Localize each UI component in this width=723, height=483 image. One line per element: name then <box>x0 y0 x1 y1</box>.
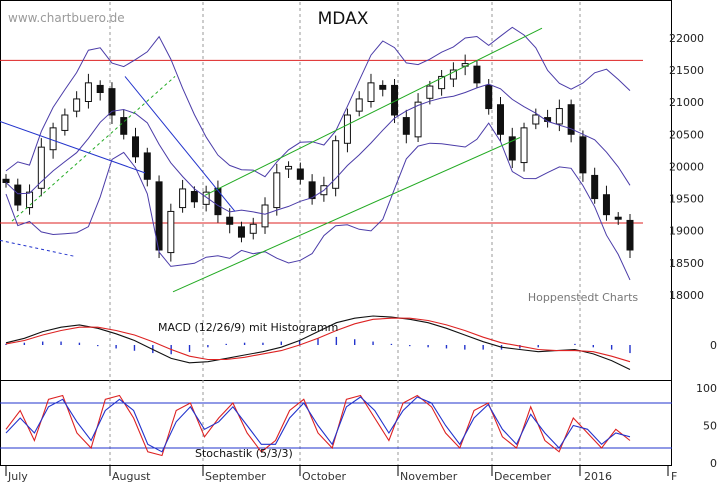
candle-body <box>496 104 504 135</box>
chart-frame <box>0 0 672 466</box>
x-axis-label: September <box>205 470 266 483</box>
y-axis-labels: 18000 18500 19000 19500 20000 20500 21000 21500… <box>669 32 717 470</box>
candle-body <box>132 136 140 158</box>
candle-body <box>285 165 293 170</box>
candle-body <box>449 69 457 80</box>
macd-tick-label: 0 <box>710 339 717 352</box>
price-tick-label: 18000 <box>669 289 704 302</box>
candle-body <box>555 108 563 125</box>
price-tick-label: 20000 <box>669 160 704 173</box>
trend-dashed-blue <box>0 239 76 257</box>
candle-body <box>520 127 528 164</box>
candle-body <box>308 181 316 200</box>
candle-body <box>237 226 245 238</box>
candle-body <box>249 223 257 234</box>
x-axis-label: F <box>671 470 677 483</box>
x-axis-label: October <box>302 470 346 483</box>
stochastic-line-pct-d <box>5 396 631 453</box>
bollinger-lower <box>5 122 631 281</box>
candle-body <box>602 194 610 216</box>
bollinger-upper <box>5 26 631 178</box>
stochastic-tick-label: 0 <box>710 457 717 470</box>
candle-body <box>214 187 222 216</box>
candle-body <box>96 84 104 94</box>
candle-body <box>190 191 198 203</box>
candle-body <box>379 84 387 90</box>
candle-body <box>567 104 575 135</box>
candle-body <box>261 204 269 228</box>
candle-body <box>226 216 234 225</box>
chart-title: MDAX <box>318 9 369 29</box>
candle-body <box>179 188 187 209</box>
candle-body <box>49 127 57 151</box>
candle-body <box>61 114 69 131</box>
x-axis-label: 2016 <box>584 470 612 483</box>
macd-label: MACD (12/26/9) mit Histogramm <box>158 321 338 334</box>
stochastic-tick-label: 100 <box>696 382 717 395</box>
candle-body <box>202 191 210 205</box>
candle-body <box>485 84 493 110</box>
x-axis-label: July <box>7 470 28 483</box>
price-tick-label: 19000 <box>669 225 704 238</box>
candle-body <box>579 136 587 174</box>
stochastic-panel <box>0 394 672 457</box>
trend-channel-upper <box>204 27 543 196</box>
bollinger-middle <box>5 83 631 215</box>
x-axis-label: December <box>494 470 552 483</box>
candle-body <box>626 219 634 251</box>
candle-body <box>438 75 446 90</box>
candle-body <box>167 210 175 254</box>
candle-body <box>355 98 363 112</box>
candle-body <box>37 146 45 189</box>
candle-body <box>108 88 116 116</box>
stochastic-label: Stochastik (5/3/3) <box>195 447 293 460</box>
candle-body <box>296 168 304 180</box>
candle-body <box>73 98 81 112</box>
candle-body <box>143 152 151 180</box>
candle-body <box>367 82 375 102</box>
candle-body <box>332 140 340 189</box>
candle-body <box>402 117 410 135</box>
price-tick-label: 21000 <box>669 96 704 109</box>
stochastic-line-pct-k <box>5 394 631 457</box>
price-tick-label: 20500 <box>669 128 704 141</box>
macd-line-macd <box>5 315 631 370</box>
candle-body <box>273 172 281 209</box>
vertical-gridlines <box>109 2 581 465</box>
x-axis-label: August <box>112 470 151 483</box>
candle-body <box>2 178 10 184</box>
candle-body <box>414 101 422 138</box>
candle-body <box>508 136 516 161</box>
price-panel <box>0 26 643 293</box>
stochastic-tick-label: 50 <box>703 420 717 433</box>
x-axis-label: November <box>400 470 458 483</box>
source-label: Hoppenstedt Charts <box>528 291 639 304</box>
price-tick-label: 19500 <box>669 193 704 206</box>
candle-body <box>26 191 34 209</box>
trend-dashed-green <box>11 76 176 222</box>
candle-body <box>591 174 599 200</box>
candle-body <box>614 216 622 220</box>
price-tick-label: 22000 <box>669 32 704 45</box>
candle-body <box>532 114 540 125</box>
candle-body <box>343 114 351 144</box>
watermark: www.chartbuero.de <box>8 11 125 25</box>
candle-body <box>120 117 128 135</box>
candle-body <box>473 65 481 84</box>
x-axis-labels: July August September October November Decemb… <box>5 465 677 483</box>
candle-body <box>14 184 22 206</box>
macd-panel <box>5 315 631 370</box>
macd-line-signal <box>5 317 631 363</box>
candle-body <box>426 85 434 99</box>
price-tick-label: 18500 <box>669 257 704 270</box>
price-tick-label: 21500 <box>669 64 704 77</box>
downtrend-line-2 <box>124 76 236 212</box>
trend-channel-lower <box>172 137 521 293</box>
downtrend-line <box>0 120 146 174</box>
candle-body <box>84 82 92 102</box>
